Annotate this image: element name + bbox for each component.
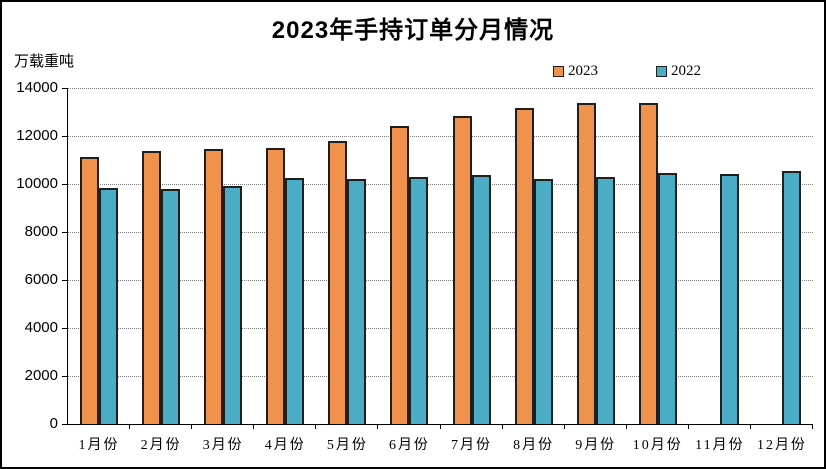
bar-2022-10月份 bbox=[657, 172, 677, 424]
y-tick-label-6000: 6000 bbox=[24, 271, 58, 288]
bar-2022-7月份 bbox=[471, 175, 491, 424]
bar-2023-6月份 bbox=[390, 126, 410, 424]
x-axis-tick-6 bbox=[439, 424, 441, 429]
gridline-12000 bbox=[68, 136, 813, 137]
bar-2023-8月份 bbox=[514, 107, 534, 424]
bar-2022-12月份 bbox=[781, 170, 801, 424]
x-tick-label-3月份: 3月份 bbox=[202, 438, 244, 453]
x-tick-label-5月份: 5月份 bbox=[326, 438, 368, 453]
y-axis-tick-4000 bbox=[62, 327, 68, 329]
legend-entry-2022: 2022 bbox=[656, 63, 701, 79]
x-axis-tick-7 bbox=[501, 424, 503, 429]
gridline-4000 bbox=[68, 328, 813, 329]
y-axis-tick-8000 bbox=[62, 231, 68, 233]
y-tick-label-4000: 4000 bbox=[24, 319, 58, 336]
legend-swatch-2022 bbox=[656, 65, 667, 77]
x-tick-label-6月份: 6月份 bbox=[388, 438, 430, 453]
gridline-6000 bbox=[68, 280, 813, 281]
x-axis-tick-1 bbox=[129, 424, 131, 429]
x-tick-label-11月份: 11月份 bbox=[695, 438, 745, 453]
y-tick-label-12000: 12000 bbox=[16, 127, 58, 144]
x-tick-label-10月份: 10月份 bbox=[632, 438, 683, 453]
x-tick-label-4月份: 4月份 bbox=[264, 438, 306, 453]
bar-2022-6月份 bbox=[409, 177, 429, 424]
bar-2023-3月份 bbox=[204, 149, 224, 424]
bar-2023-9月份 bbox=[576, 102, 596, 424]
y-axis-tick-12000 bbox=[62, 135, 68, 137]
legend-entry-2023: 2023 bbox=[553, 63, 598, 79]
x-tick-label-12月份: 12月份 bbox=[756, 438, 807, 453]
legend-swatch-2023 bbox=[553, 65, 564, 77]
bar-2022-9月份 bbox=[595, 176, 615, 424]
x-axis-tick-3 bbox=[253, 424, 255, 429]
bar-2022-3月份 bbox=[223, 185, 243, 424]
bar-2023-2月份 bbox=[142, 151, 162, 424]
legend-label-2022: 2022 bbox=[671, 62, 701, 79]
y-axis-unit-label: 万载重吨 bbox=[14, 54, 75, 70]
bar-2023-1月份 bbox=[80, 157, 100, 424]
gridline-14000 bbox=[68, 88, 813, 89]
legend-label-2023: 2023 bbox=[568, 62, 598, 79]
x-axis-tick-5 bbox=[377, 424, 379, 429]
bar-2022-8月份 bbox=[533, 178, 553, 424]
x-tick-label-2月份: 2月份 bbox=[140, 438, 182, 453]
x-axis-tick-4 bbox=[315, 424, 317, 429]
chart-title: 2023年手持订单分月情况 bbox=[271, 17, 555, 44]
y-tick-label-2000: 2000 bbox=[24, 367, 58, 384]
bar-2022-1月份 bbox=[99, 187, 119, 424]
plot-area: 0 2000 4000 6000 8000 10000 12000 14000 1月份 2月份 3月… bbox=[16, 79, 813, 453]
y-axis-tick-6000 bbox=[62, 279, 68, 281]
y-axis-tick-2000 bbox=[62, 375, 68, 377]
x-tick-label-7月份: 7月份 bbox=[451, 438, 493, 453]
x-axis-tick-10 bbox=[687, 424, 689, 429]
y-tick-label-14000: 14000 bbox=[16, 79, 58, 96]
bar-2023-5月份 bbox=[328, 141, 348, 424]
x-tick-label-1月份: 1月份 bbox=[78, 438, 120, 453]
bar-2022-4月份 bbox=[285, 178, 305, 424]
gridline-10000 bbox=[68, 184, 813, 185]
x-axis-tick-11 bbox=[749, 424, 751, 429]
y-tick-label-8000: 8000 bbox=[24, 223, 58, 240]
bar-2022-5月份 bbox=[347, 178, 367, 424]
bar-2022-11月份 bbox=[719, 174, 739, 424]
x-tick-label-8月份: 8月份 bbox=[513, 438, 555, 453]
y-axis-tick-10000 bbox=[62, 183, 68, 185]
x-axis-tick-12 bbox=[812, 424, 813, 429]
gridline-8000 bbox=[68, 232, 813, 233]
y-tick-label-0: 0 bbox=[49, 415, 58, 432]
bar-2022-2月份 bbox=[161, 188, 181, 424]
gridline-2000 bbox=[68, 376, 813, 377]
x-axis-tick-9 bbox=[625, 424, 627, 429]
x-axis-tick-8 bbox=[563, 424, 565, 429]
x-axis-tick-2 bbox=[191, 424, 193, 429]
bar-2023-7月份 bbox=[452, 116, 472, 424]
y-axis-tick-14000 bbox=[62, 87, 68, 89]
x-tick-label-9月份: 9月份 bbox=[575, 438, 617, 453]
y-axis-tick-0 bbox=[62, 423, 68, 425]
bar-2023-10月份 bbox=[638, 102, 658, 424]
bar-2023-4月份 bbox=[266, 147, 286, 424]
y-tick-label-10000: 10000 bbox=[16, 175, 58, 192]
